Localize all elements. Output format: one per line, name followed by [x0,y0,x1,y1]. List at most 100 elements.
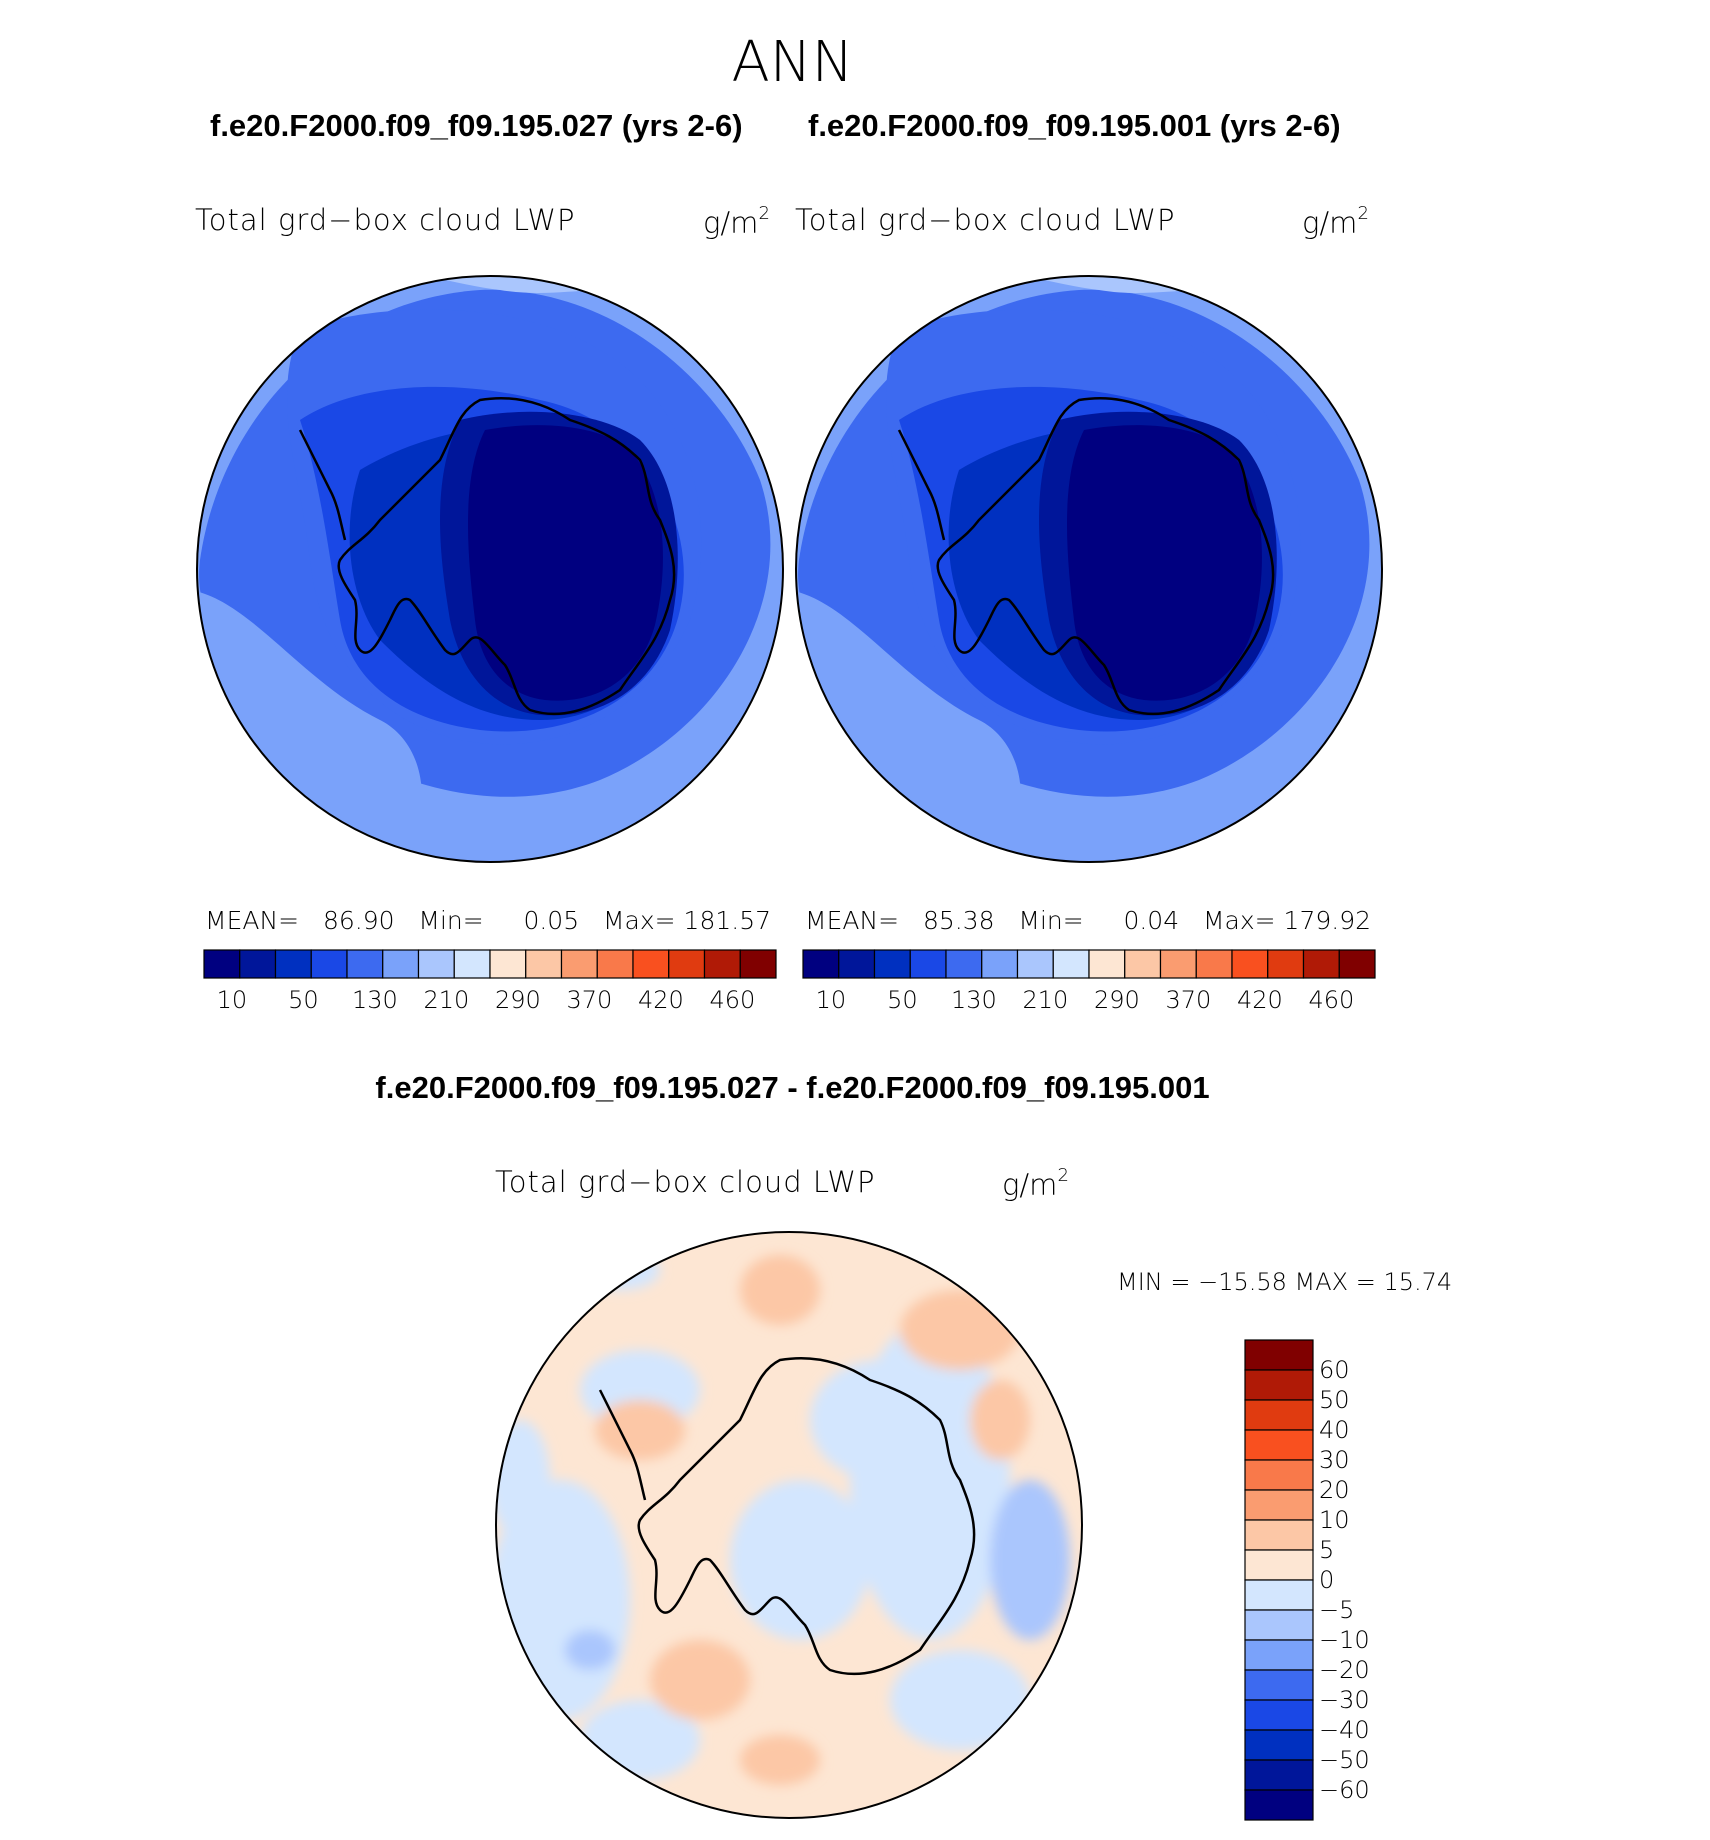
colorbar-swatch [703,949,741,979]
colorbar-swatch [1231,949,1269,979]
map-panel-b [796,276,1382,862]
colorbar-tick-label: 370 [566,986,613,1014]
colorbar-swatch [1244,1669,1314,1701]
colorbar-tick-label: 10 [815,986,847,1014]
colorbar-swatch [1244,1639,1314,1671]
colorbar-tick-label: −30 [1319,1686,1370,1714]
colorbar-swatch [274,949,312,979]
colorbar-swatch [1244,1579,1314,1611]
colorbar-panel-a [203,949,777,979]
colorbar-swatch [1244,1609,1314,1641]
colorbar-swatch [310,949,348,979]
panel-a-variable-label: Total grd−box cloud LWP [195,203,576,237]
colorbar-swatch [1159,949,1197,979]
panel-b-variable-label: Total grd−box cloud LWP [795,203,1176,237]
colorbar-swatch [873,949,911,979]
colorbar-tick-label: 290 [1093,986,1140,1014]
colorbar-swatch [1338,949,1376,979]
colorbar-swatch [346,949,384,979]
map-panel-a [197,276,783,862]
diff-variable-label: Total grd−box cloud LWP [495,1165,876,1199]
colorbar-tick-label: 20 [1319,1476,1350,1504]
colorbar-tick-label: 40 [1319,1416,1350,1444]
colorbar-swatch [382,949,420,979]
colorbar-tick-label: 50 [887,986,918,1014]
colorbar-tick-label: 460 [709,986,756,1014]
colorbar-swatch [1244,1729,1314,1761]
panel-b-units: g/m2 [1302,203,1369,240]
colorbar-tick-label: −50 [1319,1746,1370,1774]
colorbar-tick-label: −40 [1319,1716,1370,1744]
colorbar-tick-label: 290 [494,986,541,1014]
colorbar-swatch [668,949,706,979]
colorbar-swatch [525,949,563,979]
colorbar-tick-label: 420 [1236,986,1283,1014]
map-diff-border [495,1231,1083,1819]
colorbar-swatch [981,949,1019,979]
panel-a-units: g/m2 [703,203,770,240]
colorbar-swatch [596,949,634,979]
diff-title: f.e20.F2000.f09_f09.195.027 - f.e20.F200… [375,1070,1210,1105]
panel-a-stats: MEAN= 86.90 Min= 0.05 Max= 181.57 [205,906,772,935]
colorbar-swatch [1244,1549,1314,1581]
colorbar-swatch [1195,949,1233,979]
colorbar-tick-label: 0 [1319,1566,1335,1594]
colorbar-swatch [1244,1489,1314,1521]
colorbar-tick-label: 50 [1319,1386,1350,1414]
colorbar-tick-label: −60 [1319,1776,1370,1804]
colorbar-tick-label: 5 [1319,1536,1335,1564]
colorbar-swatch [1244,1399,1314,1431]
colorbar-swatch [1244,1369,1314,1401]
colorbar-swatch [632,949,670,979]
colorbar-tick-label: 420 [637,986,684,1014]
diff-units: g/m2 [1002,1165,1069,1202]
colorbar-swatch [1244,1789,1314,1821]
colorbar-swatch [1016,949,1054,979]
colorbar-tick-label: 10 [1319,1506,1350,1534]
panel-b-stats: MEAN= 85.38 Min= 0.04 Max= 179.92 [805,906,1372,935]
diff-minmax: MIN = −15.58 MAX = 15.74 [1117,1268,1453,1296]
colorbar-swatch [1088,949,1126,979]
map-a-border [196,275,784,863]
colorbar-swatch [1124,949,1162,979]
colorbar-tick-label: 210 [1022,986,1069,1014]
colorbar-tick-label: 210 [423,986,470,1014]
colorbar-tick-label: 10 [216,986,248,1014]
case-a-title: f.e20.F2000.f09_f09.195.027 (yrs 2-6) [210,108,743,143]
colorbar-swatch [909,949,947,979]
colorbar-swatch [1244,1339,1314,1371]
colorbar-tick-label: 30 [1319,1446,1350,1474]
colorbar-tick-label: 130 [950,986,997,1014]
map-b-border [795,275,1383,863]
case-b-title: f.e20.F2000.f09_f09.195.001 (yrs 2-6) [808,108,1341,143]
colorbar-tick-label: −20 [1319,1656,1370,1684]
colorbar-tick-label: 50 [288,986,319,1014]
colorbar-swatch [1244,1459,1314,1491]
colorbar-swatch [1302,949,1340,979]
colorbar-swatch [945,949,983,979]
colorbar-swatch [838,949,876,979]
colorbar-swatch [453,949,491,979]
colorbar-swatch [203,949,241,979]
season-title: ANN [731,30,854,95]
colorbar-swatch [739,949,777,979]
colorbar-panel-b [802,949,1376,979]
colorbar-swatch [417,949,455,979]
colorbar-swatch [1052,949,1090,979]
colorbar-swatch [1244,1759,1314,1791]
colorbar-swatch [489,949,527,979]
colorbar-tick-label: 370 [1165,986,1212,1014]
colorbar-swatch [1244,1699,1314,1731]
colorbar-swatch [1244,1429,1314,1461]
colorbar-diff [1244,1339,1314,1821]
colorbar-tick-label: −10 [1319,1626,1370,1654]
colorbar-tick-label: 130 [351,986,398,1014]
map-panel-diff [496,1232,1082,1818]
colorbar-tick-label: 460 [1308,986,1355,1014]
colorbar-swatch [239,949,277,979]
colorbar-swatch [1244,1519,1314,1551]
colorbar-tick-label: −5 [1319,1596,1355,1624]
colorbar-swatch [802,949,840,979]
colorbar-swatch [1267,949,1305,979]
